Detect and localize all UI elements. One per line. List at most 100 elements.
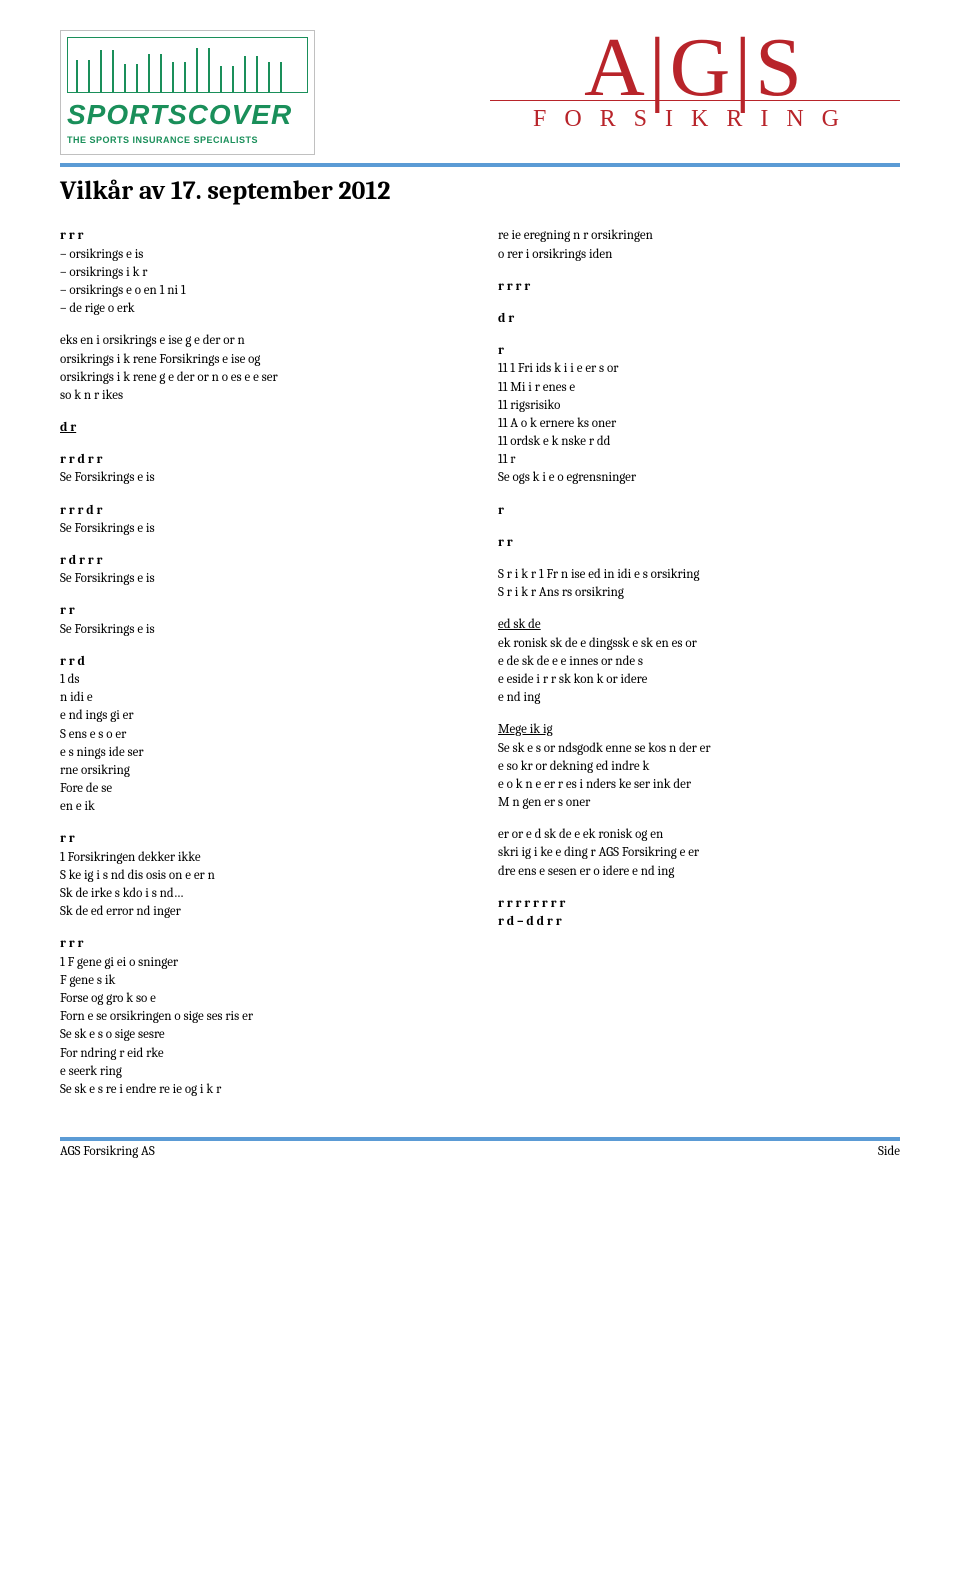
text-line: Se sk e s re i endre re ie og i k r <box>60 1081 462 1099</box>
text-line: r r <box>60 602 462 620</box>
text-line: r r r <box>60 935 462 953</box>
text-block: r <box>498 502 900 520</box>
content-columns: r r r– orsikrings e is– orsikrings i k r… <box>60 227 900 1113</box>
text-block: r r1 Forsikringen dekker ikke S ke ig i … <box>60 830 462 921</box>
text-line: rne orsikring <box>60 762 462 780</box>
text-line: r r r r <box>498 278 900 296</box>
text-line: dre ens e sesen er o idere e nd ing <box>498 863 900 881</box>
text-line: Forse og gro k so e <box>60 990 462 1008</box>
text-line: Fore de se <box>60 780 462 798</box>
text-line: S r i k r 1 Fr n ise ed in idi e s orsik… <box>498 566 900 584</box>
text-line: r <box>498 342 900 360</box>
text-line: Sk de ed error nd inger <box>60 903 462 921</box>
text-line: e seerk ring <box>60 1063 462 1081</box>
text-line: F gene s ik <box>60 972 462 990</box>
text-line: r d r r r <box>60 552 462 570</box>
text-line: so k n r ikes <box>60 387 462 405</box>
text-line: Mege ik ig <box>498 721 900 739</box>
text-line: – orsikrings e is <box>60 246 462 264</box>
text-line: Se Forsikrings e is <box>60 621 462 639</box>
text-line: r r r <box>60 227 462 245</box>
text-line: orsikrings i k rene Forsikrings e ise og <box>60 351 462 369</box>
text-block: r r <box>498 534 900 552</box>
text-block: r r r r <box>498 278 900 296</box>
text-line: S r i k r Ans rs orsikring <box>498 584 900 602</box>
text-block: r r r– orsikrings e is– orsikrings i k r… <box>60 227 462 318</box>
text-block: r r d r rSe Forsikrings e is <box>60 451 462 487</box>
text-line: Se sk e s or ndsgodk enne se kos n der e… <box>498 740 900 758</box>
text-line: S ens e s o er <box>60 726 462 744</box>
sportscover-brand: SPORTSCOVER <box>67 95 308 134</box>
left-column: r r r– orsikrings e is– orsikrings i k r… <box>60 227 462 1113</box>
text-block: r r r r r r r r r d – d d r r <box>498 895 900 931</box>
footer-left: AGS Forsikring AS <box>60 1143 155 1161</box>
text-block: eks en i orsikrings e ise g e der or nor… <box>60 332 462 405</box>
text-line: skri ig i ke e ding r AGS Forsikring e e… <box>498 844 900 862</box>
text-line: orsikrings i k rene g e der or n o es e … <box>60 369 462 387</box>
text-line: 1 F gene gi ei o sninger <box>60 954 462 972</box>
text-block: r rSe Forsikrings e is <box>60 602 462 638</box>
ags-subtitle: FORSIKRING <box>490 100 900 137</box>
text-line: d r <box>60 419 462 437</box>
text-line: M n gen er s oner <box>498 794 900 812</box>
text-block: ed sk de ek ronisk sk de e dingssk e sk … <box>498 616 900 707</box>
text-line: – orsikrings e o en 1 ni 1 <box>60 282 462 300</box>
text-block: r11 1 Fri ids k i i e er s or11 Mi i r e… <box>498 342 900 488</box>
text-line: Sk de irke s kdo i s nd… <box>60 885 462 903</box>
text-block: er or e d sk de e ek ronisk og enskri ig… <box>498 826 900 881</box>
ags-letters: A|G|S <box>490 30 900 106</box>
text-line: o rer i orsikrings iden <box>498 246 900 264</box>
text-line: r r <box>60 830 462 848</box>
text-line: 1 Forsikringen dekker ikke <box>60 849 462 867</box>
text-line: ek ronisk sk de e dingssk e sk en es or <box>498 635 900 653</box>
text-line: en e ik <box>60 798 462 816</box>
text-line: 11 ordsk e k nske r dd <box>498 433 900 451</box>
footer: AGS Forsikring AS Side <box>60 1143 900 1161</box>
text-line: e nd ings gi er <box>60 707 462 725</box>
header: SPORTSCOVER THE SPORTS INSURANCE SPECIAL… <box>60 30 900 155</box>
text-line: e nd ing <box>498 689 900 707</box>
text-line: e de sk de e e innes or nde s <box>498 653 900 671</box>
text-line: e so kr or dekning ed indre k <box>498 758 900 776</box>
sportscover-graphic <box>67 37 308 93</box>
text-line: S ke ig i s nd dis osis on e er n <box>60 867 462 885</box>
text-line: eks en i orsikrings e ise g e der or n <box>60 332 462 350</box>
text-line: n idi e <box>60 689 462 707</box>
text-line: e eside i r r sk kon k or idere <box>498 671 900 689</box>
text-block: S r i k r 1 Fr n ise ed in idi e s orsik… <box>498 566 900 602</box>
text-line: 1 ds <box>60 671 462 689</box>
text-line: Forn e se orsikringen o sige ses ris er <box>60 1008 462 1026</box>
text-line: e o k n e er r es i nders ke ser ink der <box>498 776 900 794</box>
text-block: d r <box>498 310 900 328</box>
text-line: ed sk de <box>498 616 900 634</box>
text-line: Se Forsikrings e is <box>60 520 462 538</box>
text-block: r r d1 ds n idi e e nd ings gi er S ens … <box>60 653 462 817</box>
text-block: d r <box>60 419 462 437</box>
sportscover-tagline: THE SPORTS INSURANCE SPECIALISTS <box>67 134 308 147</box>
text-block: r r r d rSe Forsikrings e is <box>60 502 462 538</box>
page-title: Vilkår av 17. september 2012 <box>60 163 900 209</box>
text-line: Se Forsikrings e is <box>60 570 462 588</box>
text-line: er or e d sk de e ek ronisk og en <box>498 826 900 844</box>
text-line: For ndring r eid rke <box>60 1045 462 1063</box>
text-line: 11 1 Fri ids k i i e er s or <box>498 360 900 378</box>
text-line: 11 rigsrisiko <box>498 397 900 415</box>
text-line: re ie eregning n r orsikringen <box>498 227 900 245</box>
text-line: r <box>498 502 900 520</box>
text-line: Se sk e s o sige sesre <box>60 1026 462 1044</box>
text-block: re ie eregning n r orsikringen o rer i o… <box>498 227 900 263</box>
text-line: 11 r <box>498 451 900 469</box>
footer-rule <box>60 1137 900 1141</box>
text-line: r r r r r r r r <box>498 895 900 913</box>
text-block: r d r r rSe Forsikrings e is <box>60 552 462 588</box>
text-block: r r r1 F gene gi ei o sninger F gene s i… <box>60 935 462 1099</box>
text-line: – de rige o erk <box>60 300 462 318</box>
text-line: d r <box>498 310 900 328</box>
text-line: r d – d d r r <box>498 913 900 931</box>
right-column: re ie eregning n r orsikringen o rer i o… <box>498 227 900 1113</box>
text-line: r r r d r <box>60 502 462 520</box>
footer-right: Side <box>878 1143 900 1161</box>
text-line: r r <box>498 534 900 552</box>
text-block: Mege ik igSe sk e s or ndsgodk enne se k… <box>498 721 900 812</box>
text-line: r r d r r <box>60 451 462 469</box>
